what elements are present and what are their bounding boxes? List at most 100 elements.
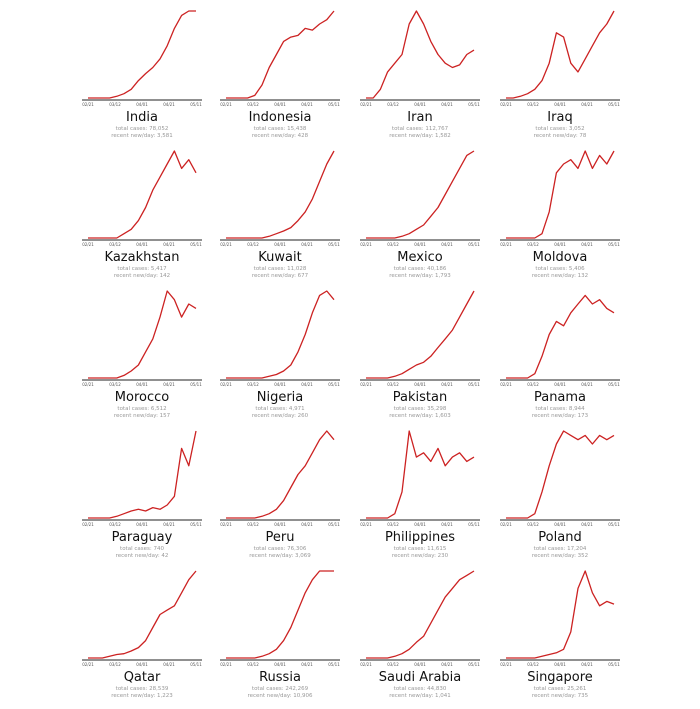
x-tick-label: 04/21 xyxy=(301,382,313,387)
recent-new-per-day: recent new/day: 78 xyxy=(533,133,587,139)
x-tick-label: 05/11 xyxy=(608,242,620,247)
line-chart: 02/21 03/12 04/01 04/21 05/11 xyxy=(220,150,340,247)
total-cases: total cases: 6,512 xyxy=(117,406,167,412)
series-line xyxy=(506,10,615,99)
line-chart: 02/21 03/12 04/01 04/21 05/11 xyxy=(360,150,480,247)
country-name: Kazakhstan xyxy=(104,250,180,265)
recent-new-per-day: recent new/day: 1,793 xyxy=(389,273,451,279)
x-tick-label: 04/01 xyxy=(136,522,148,527)
x-tick-label: 03/12 xyxy=(527,522,539,527)
country-panel: 02/21 03/12 04/01 04/21 05/11 Kazakhstan total… xyxy=(80,143,204,283)
x-tick-label: 03/12 xyxy=(247,102,259,107)
series-line xyxy=(366,10,475,99)
country-panel: 02/21 03/12 04/01 04/21 05/11 Morocco total ca… xyxy=(80,283,204,423)
series-line xyxy=(366,290,475,379)
x-tick-label: 02/21 xyxy=(82,382,94,387)
country-panel: 02/21 03/12 04/01 04/21 05/11 India total case… xyxy=(80,3,204,143)
total-cases: total cases: 17,204 xyxy=(533,546,587,552)
country-panel: 02/21 03/12 04/01 04/21 05/11 Iran total cases… xyxy=(358,3,482,143)
x-tick-label: 05/11 xyxy=(190,662,202,667)
x-tick-label: 04/01 xyxy=(274,662,286,667)
country-name: Nigeria xyxy=(256,390,304,405)
country-name: Pakistan xyxy=(392,390,448,405)
x-tick-label: 05/11 xyxy=(608,662,620,667)
x-tick-label: 02/21 xyxy=(82,522,94,527)
line-chart: 02/21 03/12 04/01 04/21 05/11 xyxy=(360,10,480,107)
x-tick-label: 05/11 xyxy=(190,102,202,107)
country-panel: 02/21 03/12 04/01 04/21 05/11 Kuwait total cas… xyxy=(218,143,342,283)
x-tick-label: 04/01 xyxy=(274,382,286,387)
country-name: Moldova xyxy=(532,250,588,265)
x-tick-label: 04/21 xyxy=(441,242,453,247)
country-panel: 02/21 03/12 04/01 04/21 05/11 Russia total cas… xyxy=(218,563,342,703)
line-chart: 02/21 03/12 04/01 04/21 05/11 xyxy=(220,430,340,527)
x-tick-label: 03/12 xyxy=(387,242,399,247)
x-tick-label: 05/11 xyxy=(608,102,620,107)
country-panel: 02/21 03/12 04/01 04/21 05/11 Iraq total cases… xyxy=(498,3,622,143)
x-tick-label: 04/21 xyxy=(581,242,593,247)
x-tick-label: 04/21 xyxy=(301,102,313,107)
series-line xyxy=(226,290,335,379)
series-line xyxy=(506,570,615,659)
line-chart: 02/21 03/12 04/01 04/21 05/11 xyxy=(82,10,202,107)
total-cases: total cases: 15,438 xyxy=(253,126,307,132)
country-panel: 02/21 03/12 04/01 04/21 05/11 Indonesia total … xyxy=(218,3,342,143)
recent-new-per-day: recent new/day: 142 xyxy=(113,273,171,279)
recent-new-per-day: recent new/day: 1,582 xyxy=(389,133,451,139)
x-tick-label: 04/21 xyxy=(163,102,175,107)
total-cases: total cases: 78,052 xyxy=(115,126,169,132)
country-panel: 02/21 03/12 04/01 04/21 05/11 Mexico total cas… xyxy=(358,143,482,283)
line-chart: 02/21 03/12 04/01 04/21 05/11 xyxy=(82,150,202,247)
x-tick-label: 05/11 xyxy=(468,382,480,387)
total-cases: total cases: 5,417 xyxy=(117,266,167,272)
x-tick-label: 04/01 xyxy=(554,242,566,247)
recent-new-per-day: recent new/day: 10,906 xyxy=(247,693,313,699)
country-panel: 02/21 03/12 04/01 04/21 05/11 Panama total cas… xyxy=(498,283,622,423)
x-tick-label: 03/12 xyxy=(109,242,121,247)
country-panel: 02/21 03/12 04/01 04/21 05/11 Paraguay total c… xyxy=(80,423,204,563)
line-chart: 02/21 03/12 04/01 04/21 05/11 xyxy=(500,10,620,107)
line-chart: 02/21 03/12 04/01 04/21 05/11 xyxy=(82,570,202,667)
country-panel: 02/21 03/12 04/01 04/21 05/11 Pakistan total c… xyxy=(358,283,482,423)
x-tick-label: 03/12 xyxy=(247,662,259,667)
line-chart: 02/21 03/12 04/01 04/21 05/11 xyxy=(220,10,340,107)
x-tick-label: 04/01 xyxy=(136,242,148,247)
x-tick-label: 04/01 xyxy=(274,522,286,527)
x-tick-label: 04/21 xyxy=(163,382,175,387)
series-line xyxy=(226,430,335,519)
recent-new-per-day: recent new/day: 352 xyxy=(531,553,589,559)
recent-new-per-day: recent new/day: 428 xyxy=(251,133,309,139)
x-tick-label: 03/12 xyxy=(527,242,539,247)
series-line xyxy=(366,570,475,659)
x-tick-label: 02/21 xyxy=(360,102,372,107)
x-tick-label: 02/21 xyxy=(220,242,232,247)
x-tick-label: 03/12 xyxy=(387,662,399,667)
x-tick-label: 03/12 xyxy=(387,522,399,527)
x-tick-label: 04/01 xyxy=(554,662,566,667)
line-chart: 02/21 03/12 04/01 04/21 05/11 xyxy=(500,430,620,527)
total-cases: total cases: 35,298 xyxy=(393,406,447,412)
x-tick-label: 04/21 xyxy=(581,662,593,667)
recent-new-per-day: recent new/day: 157 xyxy=(113,413,171,419)
x-tick-label: 03/12 xyxy=(247,242,259,247)
country-name: Iran xyxy=(407,110,433,125)
line-chart: 02/21 03/12 04/01 04/21 05/11 xyxy=(360,430,480,527)
line-chart: 02/21 03/12 04/01 04/21 05/11 xyxy=(500,570,620,667)
x-tick-label: 02/21 xyxy=(220,382,232,387)
total-cases: total cases: 112,767 xyxy=(391,126,449,132)
country-panel: 02/21 03/12 04/01 04/21 05/11 Singapore total … xyxy=(498,563,622,703)
x-tick-label: 03/12 xyxy=(527,382,539,387)
x-tick-label: 04/01 xyxy=(554,102,566,107)
total-cases: total cases: 4,971 xyxy=(255,406,305,412)
x-tick-label: 05/11 xyxy=(468,242,480,247)
x-tick-label: 04/01 xyxy=(136,382,148,387)
country-name: Qatar xyxy=(123,670,161,685)
recent-new-per-day: recent new/day: 132 xyxy=(531,273,589,279)
x-tick-label: 02/21 xyxy=(82,662,94,667)
x-tick-label: 03/12 xyxy=(247,522,259,527)
country-name: Iraq xyxy=(547,110,573,125)
country-name: Panama xyxy=(533,390,587,405)
x-tick-label: 05/11 xyxy=(190,522,202,527)
x-tick-label: 04/21 xyxy=(441,102,453,107)
country-name: Peru xyxy=(265,530,295,545)
